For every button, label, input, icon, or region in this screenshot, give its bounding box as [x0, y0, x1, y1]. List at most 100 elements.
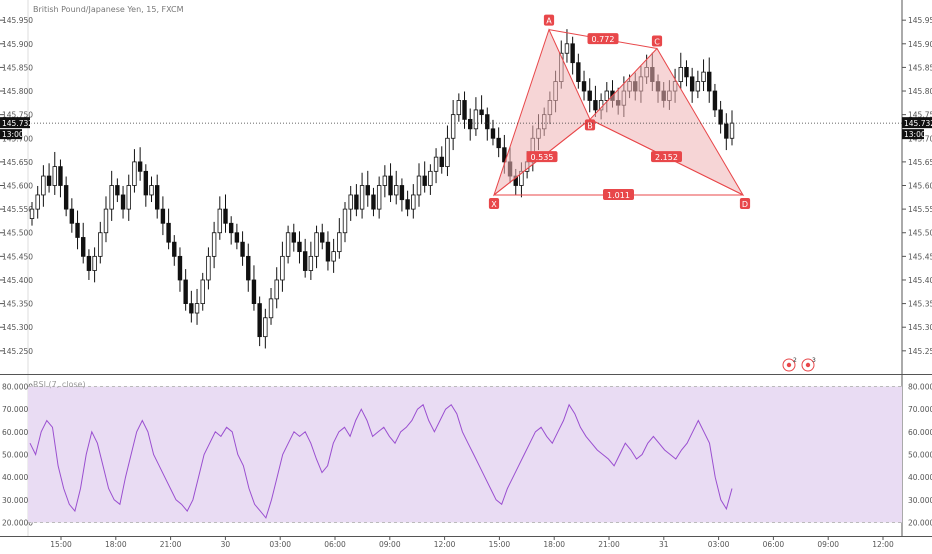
y-tick-label-left: 145.600 — [2, 182, 33, 191]
candle-body — [194, 303, 200, 314]
y-tick-label-left: 145.400 — [2, 276, 33, 285]
candle-body — [678, 67, 683, 82]
candle-body — [468, 118, 473, 130]
point-label-a: A — [546, 17, 552, 26]
candle-body — [302, 251, 308, 271]
time-badge-right — [902, 129, 924, 140]
x-tick-label: 21:00 — [160, 540, 182, 549]
candle-body — [217, 208, 223, 234]
y-tick-label: 145.450 — [908, 252, 932, 261]
candle-body — [342, 208, 348, 234]
candle-body — [479, 109, 484, 116]
candle-body — [251, 279, 257, 304]
candle-body — [86, 255, 92, 271]
time-badge-left — [0, 129, 22, 140]
candle-body — [200, 279, 205, 304]
rsi-y-tick-label: 20.0000 — [908, 518, 932, 527]
candle-body — [206, 255, 211, 281]
candle-body — [354, 194, 359, 210]
candle-body — [604, 90, 609, 101]
y-tick-label: 145.800 — [908, 87, 932, 96]
point-label-c: C — [654, 38, 660, 47]
time-badge-value-left: 13:00 — [2, 130, 24, 139]
candle-body — [724, 123, 729, 139]
candle-body — [485, 114, 490, 130]
y-tick-label-left: 145.500 — [2, 229, 33, 238]
y-tick-label: 145.950 — [908, 16, 932, 25]
point-label-c-bg — [651, 35, 663, 47]
point-label-b: B — [587, 121, 593, 130]
rsi-line — [29, 403, 733, 519]
rsi-y-tick-label: 50.0000 — [908, 451, 932, 460]
price-badge-right — [902, 117, 932, 129]
y-tick-label: 145.750 — [908, 111, 932, 120]
ratio-ac-label: 0.772 — [592, 35, 615, 44]
rsi-y-tick-label-left: 70.0000 — [2, 405, 33, 414]
candle-body — [228, 222, 234, 234]
y-tick-label-left: 145.850 — [2, 63, 33, 72]
candle-body — [274, 279, 279, 300]
y-tick-label-left: 145.350 — [2, 300, 33, 309]
y-tick-label: 145.850 — [908, 63, 932, 72]
candle-body — [684, 67, 689, 78]
candle-body — [718, 109, 723, 125]
x-tick-label: 06:00 — [324, 540, 346, 549]
ratio-xd-label: 1.011 — [607, 191, 630, 200]
rsi-y-tick-label-left: 80.0000 — [2, 383, 33, 392]
ratio-xb-label: 0.535 — [531, 153, 554, 162]
candle-body — [137, 161, 143, 172]
candle-body — [58, 166, 63, 186]
rsi-y-tick-label: 80.0000 — [908, 383, 932, 392]
candle-body — [439, 156, 444, 168]
candle-body — [399, 185, 405, 201]
candle-body — [473, 109, 479, 130]
candle-body — [593, 100, 598, 111]
candle-body — [29, 208, 35, 219]
candle-body — [331, 251, 336, 262]
candle-body — [52, 166, 57, 186]
rsi-y-tick-label-left: 60.0000 — [2, 428, 33, 437]
y-tick-label: 145.250 — [908, 347, 932, 356]
candle-body — [143, 170, 149, 196]
candle-body — [450, 114, 456, 139]
y-tick-label: 145.300 — [908, 323, 932, 332]
point-label-a-bg — [543, 14, 555, 26]
candle-body — [285, 232, 291, 257]
candle-body — [75, 222, 80, 238]
point-label-x: X — [491, 200, 497, 209]
y-tick-label-left: 145.800 — [2, 87, 33, 96]
ratio-ac-label-bg — [587, 33, 619, 45]
candle-body — [183, 279, 188, 304]
candle-body — [348, 194, 353, 210]
candle-body — [576, 62, 581, 82]
price-badge-value-right: 145.732 — [904, 119, 932, 128]
candle-body — [308, 255, 314, 271]
x-tick-label: 09:00 — [817, 540, 839, 549]
ratio-xb-label-bg — [526, 151, 558, 163]
event-marker-count: 3 — [812, 357, 816, 364]
rsi-y-tick-label: 60.0000 — [908, 428, 932, 437]
candle-body — [109, 185, 114, 210]
point-label-d: D — [742, 200, 748, 209]
rsi-y-tick-label-left: 30.0000 — [2, 496, 33, 505]
candle-body — [405, 199, 410, 210]
ratio-bd-label-bg — [651, 151, 682, 163]
candle-body — [172, 241, 177, 257]
y-tick-label: 145.400 — [908, 276, 932, 285]
candle-body — [211, 232, 217, 257]
candle-body — [257, 303, 262, 338]
event-marker-dot — [805, 362, 811, 368]
candle-body — [98, 232, 103, 257]
y-tick-label: 145.500 — [908, 229, 932, 238]
candle-body — [359, 185, 365, 210]
candle-body — [160, 208, 166, 224]
candle-body — [365, 185, 370, 196]
candle-body — [689, 76, 695, 92]
candle-body — [411, 194, 416, 210]
x-tick-label: 15:00 — [50, 540, 72, 549]
candle-body — [707, 71, 712, 92]
y-tick-label: 145.350 — [908, 300, 932, 309]
candle-body — [126, 185, 131, 210]
